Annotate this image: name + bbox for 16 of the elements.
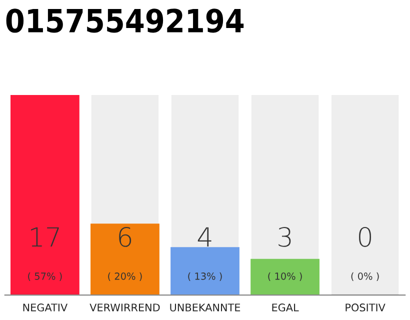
- chart-title: 015755492194: [6, 8, 244, 33]
- data-label: 4: [198, 227, 212, 247]
- annotation: ( 0% ): [351, 272, 379, 282]
- data-label: 3: [278, 226, 291, 247]
- x-tick-label: EGAL: [272, 304, 299, 312]
- annotation: ( 57% ): [28, 272, 62, 282]
- data-label: 6: [119, 226, 132, 247]
- x-tick-label: UNBEKANNTE: [170, 304, 240, 312]
- data-label: 17: [31, 227, 59, 247]
- annotation: ( 20% ): [108, 272, 142, 282]
- annotation: ( 10% ): [268, 272, 302, 282]
- x-tick-label: POSITIV: [346, 304, 386, 312]
- x-tick-label: VERWIRREND: [90, 304, 160, 312]
- data-label: 0: [359, 226, 372, 247]
- annotation: ( 13% ): [188, 272, 222, 282]
- x-tick-label: NEGATIV: [23, 304, 68, 312]
